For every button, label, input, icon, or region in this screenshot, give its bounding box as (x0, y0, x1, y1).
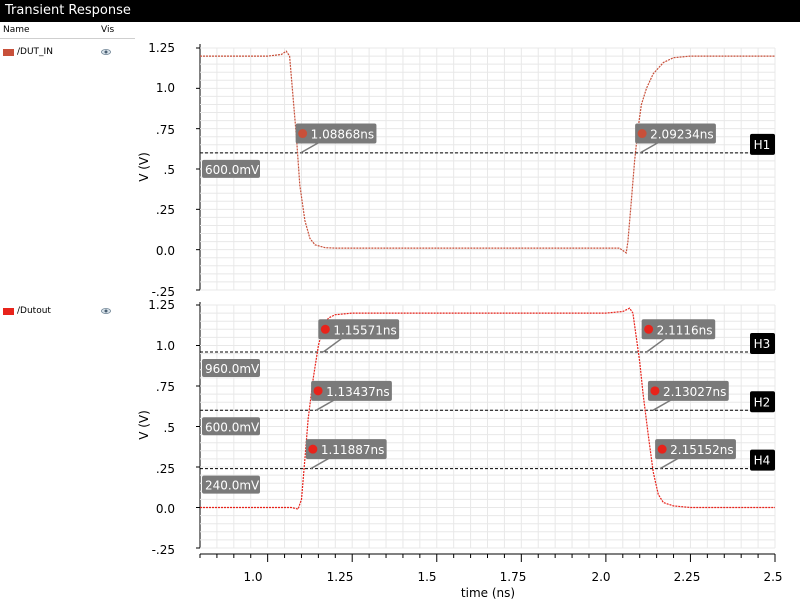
marker-dot (644, 324, 654, 334)
marker-label: 2.13027ns (663, 385, 726, 399)
hline-name-tag (750, 391, 775, 413)
legend-name-header: Name (3, 25, 30, 35)
y-axis-label: V (V) (137, 152, 151, 182)
marker-pointer (659, 456, 681, 470)
marker-pointer (315, 398, 337, 411)
marker-label: 2.09234ns (650, 128, 713, 142)
y-tick-label: .75 (156, 380, 175, 394)
series-color-swatch (3, 49, 14, 56)
x-tick-label: 2.0 (591, 570, 610, 584)
legend-item-label: /Dutout (17, 306, 51, 316)
y-tick-label: -.25 (152, 543, 175, 557)
marker-label-tag (311, 380, 392, 401)
hline-name-label: H4 (754, 454, 771, 468)
eye-icon[interactable] (101, 47, 111, 57)
hline-value-tag (202, 475, 260, 494)
marker-label-tag (295, 123, 377, 144)
hline-value-label: 240.0mV (205, 479, 260, 493)
marker-pointer (322, 336, 344, 353)
hline-name-label: H2 (754, 395, 771, 409)
y-tick-label: -.25 (152, 285, 175, 299)
y-tick-label: 0.0 (156, 244, 175, 258)
legend-item-dut-in[interactable]: /DUT_IN (0, 46, 135, 60)
x-tick-label: 1.5 (417, 570, 436, 584)
marker-label-tag (641, 319, 716, 340)
marker-pointer (310, 456, 332, 470)
panel-2: V (V) 1.25 1.0 .75 .5 .25 0.0 -.25 1.0 1… (137, 298, 783, 600)
x-tick-label: 1.75 (500, 570, 527, 584)
series-line (200, 50, 775, 254)
marker-label-tag (305, 439, 387, 460)
marker-dot (637, 129, 647, 139)
y-tick-label: 0.0 (156, 502, 175, 516)
y-tick-label: 1.25 (148, 41, 175, 55)
x-axis-ticks (199, 554, 776, 562)
marker-dot (298, 129, 308, 139)
hline-value-tag (202, 417, 260, 436)
panel-2-marks: H3 960.0mV H2 600.0mV H4 240.0mV 1.15571ns 1.13… (196, 304, 776, 549)
window-title: Transient Response (0, 0, 800, 22)
marker-pointer (639, 140, 661, 154)
marker-dot (657, 444, 667, 454)
y-tick-label: 1.25 (148, 298, 175, 312)
legend-header: Name Vis (0, 24, 135, 39)
hline-value-label: 600.0mV (205, 420, 260, 434)
marker-dot (313, 386, 323, 396)
hline-name-tag (750, 332, 775, 354)
marker-pointer (652, 398, 674, 411)
hline-name-tag (750, 449, 775, 471)
x-axis-label: time (ns) (461, 586, 515, 600)
y-tick-label: .25 (156, 462, 175, 476)
marker-pointer (646, 336, 668, 353)
y-tick-label: 1.0 (156, 81, 175, 95)
hline-value-label: 960.0mV (205, 362, 260, 376)
marker-dot (308, 444, 318, 454)
marker-label: 1.08868ns (311, 128, 374, 142)
panel-1: V (V) 1.25 1.0 .75 .5 .25 0.0 -.25 (137, 41, 201, 299)
y-axis-label: V (V) (137, 410, 151, 440)
hline-name-label: H1 (754, 138, 771, 152)
hline-value-tag (202, 358, 260, 377)
marker-dot (320, 324, 330, 334)
marker-label: 2.1116ns (657, 323, 713, 337)
legend-item-dutout[interactable]: /Dutout (0, 305, 135, 319)
y-tick-label: .25 (156, 203, 175, 217)
panel-1-marks: H1 600.0mV 1.08868ns 2.09234ns (196, 47, 776, 291)
x-tick-label: 2.5 (763, 570, 782, 584)
x-tick-label: 1.0 (243, 570, 262, 584)
hline-value-label: 600.0mV (205, 163, 260, 177)
y-tick-label: .5 (164, 421, 175, 435)
y-tick-label: .5 (164, 163, 175, 177)
marker-label: 2.15152ns (670, 443, 733, 457)
marker-label: 1.15571ns (333, 323, 396, 337)
marker-label-tag (635, 123, 716, 144)
plot-marks: H1 600.0mV 1.08868ns 2.09234ns H3 960.0mV H2 60… (196, 47, 776, 562)
series-color-swatch (3, 308, 14, 315)
marker-pointer (300, 140, 322, 154)
hline-name-tag (750, 133, 775, 155)
legend-vis-header: Vis (101, 25, 115, 35)
marker-label-tag (655, 439, 736, 460)
x-tick-label: 1.25 (327, 570, 354, 584)
hline-value-tag (202, 159, 260, 178)
marker-label: 1.13437ns (326, 385, 389, 399)
legend-item-label: /DUT_IN (17, 47, 53, 57)
y-tick-label: .75 (156, 123, 175, 137)
eye-icon[interactable] (101, 306, 111, 316)
marker-label: 1.11887ns (321, 443, 384, 457)
marker-dot (650, 386, 660, 396)
x-tick-label: 2.25 (674, 570, 701, 584)
marker-label-tag (318, 319, 400, 340)
hline-name-label: H3 (754, 337, 771, 351)
marker-label-tag (647, 380, 729, 401)
series-line (200, 307, 775, 510)
y-tick-label: 1.0 (156, 339, 175, 353)
